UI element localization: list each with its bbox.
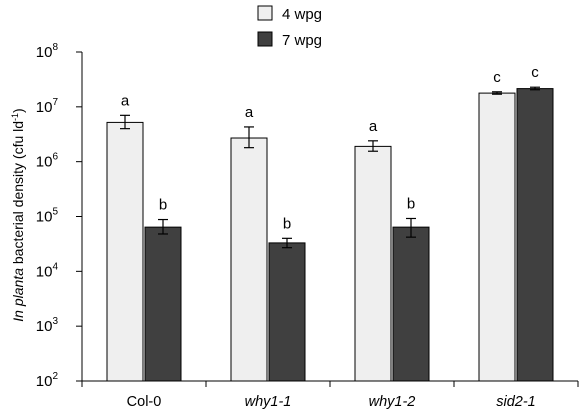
- bar: [392, 226, 430, 382]
- bar: [106, 121, 144, 382]
- bar: [354, 145, 392, 382]
- x-category-label: sid2-1: [496, 394, 536, 410]
- significance-letter: b: [283, 215, 291, 232]
- y-tick-label: 106: [36, 152, 59, 171]
- significance-letter: c: [531, 64, 539, 81]
- significance-letter: a: [121, 92, 130, 109]
- bar: [144, 226, 182, 382]
- x-category-label: why1-2: [369, 394, 416, 410]
- legend: 4 wpg 7 wpg: [257, 5, 322, 49]
- bar: [516, 88, 554, 382]
- y-axis-label: In planta bacterial density (cfu ld-1): [10, 108, 26, 321]
- x-category-label: why1-1: [245, 394, 292, 410]
- bar: [268, 242, 306, 382]
- plot-area: 102 103 104 105 106 107 108 Col-0 a b why1-1 a b why1…: [36, 42, 579, 410]
- y-axis-label-unit-exponent: -1: [10, 113, 20, 121]
- legend-label-4wpg: 4 wpg: [282, 6, 322, 23]
- bar: [478, 92, 516, 382]
- y-tick-label: 105: [36, 207, 59, 226]
- y-axis-label-close: ): [10, 108, 26, 113]
- y-tick-label: 103: [36, 316, 59, 335]
- legend-swatch-4wpg: [257, 5, 273, 21]
- significance-letter: a: [369, 118, 378, 135]
- significance-letter: a: [245, 104, 254, 121]
- significance-letter: b: [407, 195, 415, 212]
- y-tick-label: 104: [36, 261, 59, 280]
- x-category-label: Col-0: [127, 394, 162, 410]
- significance-letter: c: [493, 69, 501, 86]
- y-tick-label: 102: [36, 371, 59, 390]
- y-axis-label-text: bacterial density (cfu ld: [10, 121, 26, 268]
- y-axis-label-italic: In planta: [10, 268, 26, 322]
- y-tick-label: 107: [36, 97, 59, 116]
- significance-letter: b: [159, 197, 167, 214]
- legend-swatch-7wpg: [257, 31, 273, 47]
- bar: [230, 137, 268, 382]
- legend-label-7wpg: 7 wpg: [282, 32, 322, 49]
- y-tick-label: 108: [36, 42, 59, 61]
